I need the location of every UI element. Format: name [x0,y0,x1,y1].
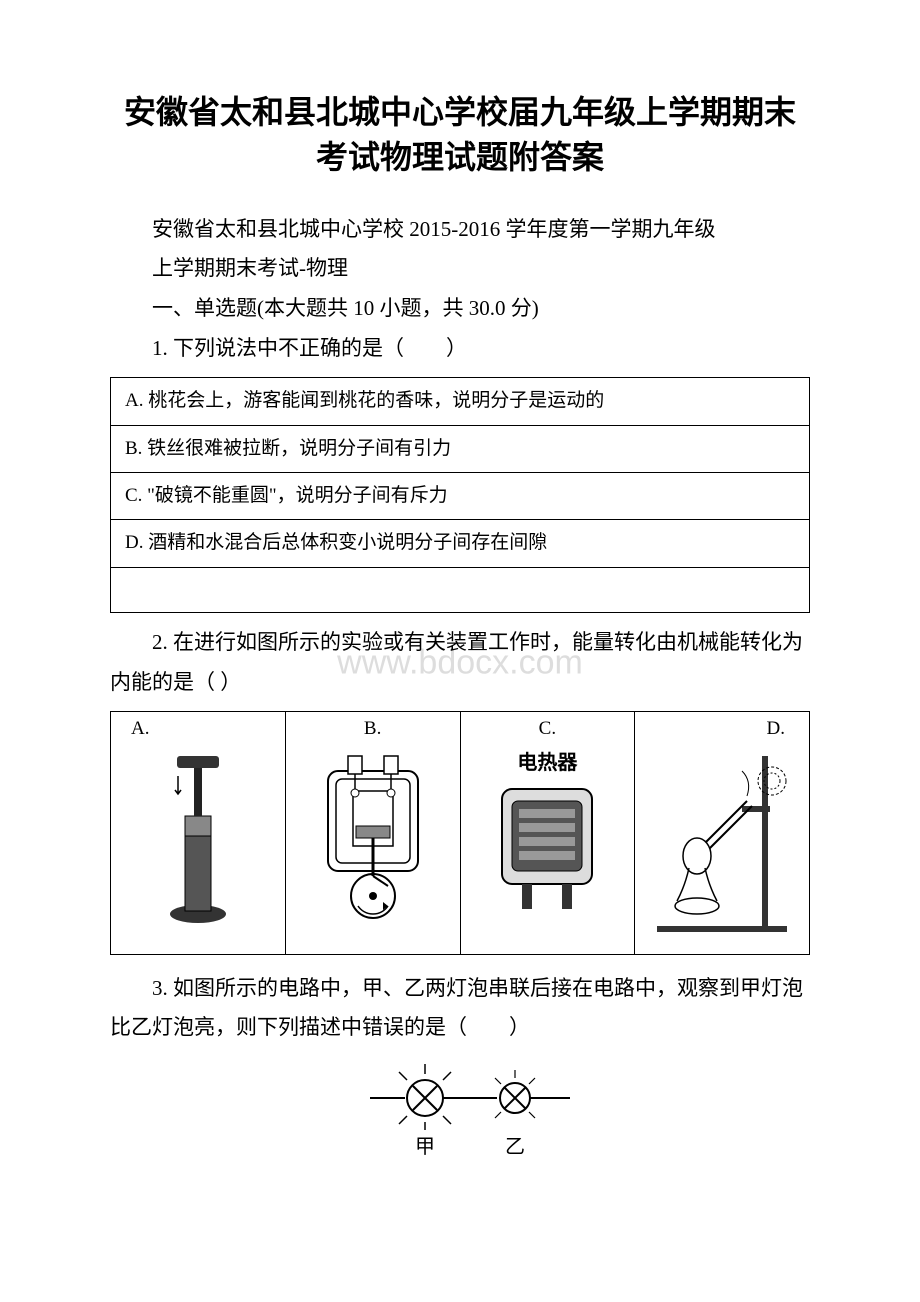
bulb-label-left: 甲 [415,1136,435,1158]
q1-empty-row [111,567,810,612]
q2-option-a-cell: A. [111,711,286,954]
q2-label-b: B. [290,718,456,740]
q3-figure: 甲 乙 [140,1058,810,1158]
subtitle-line-2: 上学期期末考试-物理 [110,249,810,289]
q1-option-d: D. 酒精和水混合后总体积变小说明分子间存在间隙 [111,520,810,567]
series-bulbs-icon: 甲 乙 [365,1058,585,1158]
q2-figure-c: 电热器 [487,746,607,919]
subtitle-line-1: 安徽省太和县北城中心学校 2015-2016 学年度第一学期九年级 [110,210,810,250]
q1-option-a: A. 桃花会上，游客能闻到桃花的香味，说明分子是运动的 [111,378,810,425]
q2-label-c: C. [465,718,631,740]
q2-stem: 2. 在进行如图所示的实验或有关装置工作时，能量转化由机械能转化为内能的是（ ） [110,623,810,703]
q2-figure-a [163,746,233,926]
q2-label-a: A. [115,718,281,740]
section-heading: 一、单选题(本大题共 10 小题，共 30.0 分) [110,289,810,329]
q1-stem: 1. 下列说法中不正确的是（ ） [110,329,810,369]
q2-figure-d [647,746,797,936]
q2-options-table: A. B. [110,711,810,955]
q1-option-c: C. "破镜不能重圆"，说明分子间有斥力 [111,472,810,519]
heater-label: 电热器 [487,746,607,775]
heater-icon [487,779,607,919]
q2-figure-b [308,746,438,926]
q1-options-table: A. 桃花会上，游客能闻到桃花的香味，说明分子是运动的 B. 铁丝很难被拉断，说… [110,377,810,613]
q2-option-c-cell: C. 电热器 [460,711,635,954]
q2-option-d-cell: D. [635,711,810,954]
bulb-label-right: 乙 [505,1136,525,1158]
pump-icon [163,746,233,926]
q2-label-d: D. [639,718,805,740]
distillation-icon [647,746,797,936]
engine-icon [308,746,438,926]
q3-stem: 3. 如图所示的电路中，甲、乙两灯泡串联后接在电路中，观察到甲灯泡比乙灯泡亮，则… [110,969,810,1049]
q1-option-b: B. 铁丝很难被拉断，说明分子间有引力 [111,425,810,472]
q2-option-b-cell: B. [285,711,460,954]
page-title: 安徽省太和县北城中心学校届九年级上学期期末考试物理试题附答案 [110,90,810,180]
